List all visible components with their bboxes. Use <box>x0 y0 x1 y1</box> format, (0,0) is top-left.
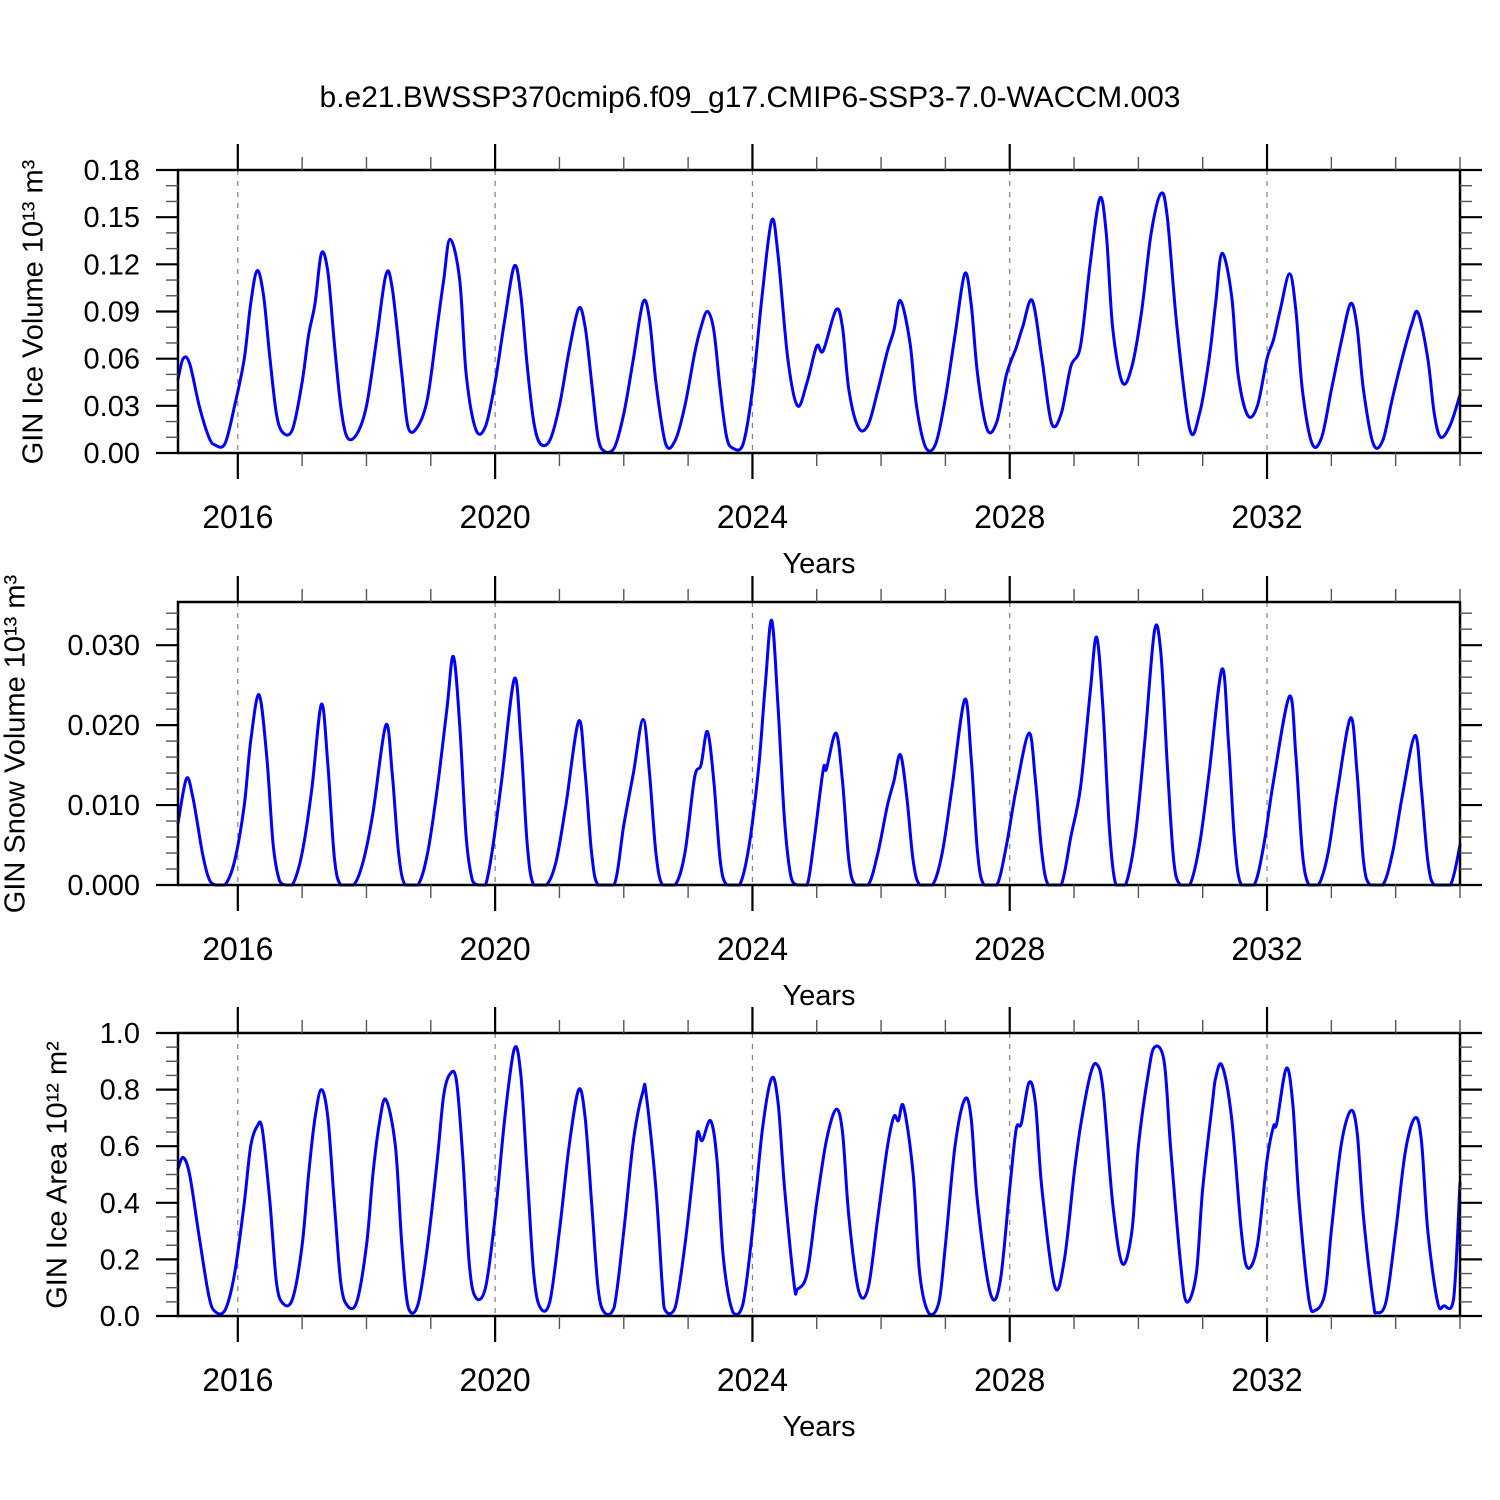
svg-text:0.2: 0.2 <box>100 1244 140 1276</box>
x-axis-label-panel3: Years <box>782 1411 856 1443</box>
svg-text:0.6: 0.6 <box>100 1131 140 1163</box>
svg-text:0.03: 0.03 <box>84 391 140 423</box>
svg-text:2028: 2028 <box>974 1362 1045 1398</box>
svg-text:2032: 2032 <box>1231 499 1302 535</box>
svg-text:0.06: 0.06 <box>84 344 140 376</box>
svg-text:2024: 2024 <box>717 1362 788 1398</box>
svg-text:2020: 2020 <box>460 1362 531 1398</box>
svg-text:0.18: 0.18 <box>84 155 140 187</box>
svg-text:2032: 2032 <box>1231 931 1302 967</box>
svg-text:0.000: 0.000 <box>67 870 140 902</box>
svg-text:0.15: 0.15 <box>84 202 140 234</box>
svg-text:0.00: 0.00 <box>84 438 140 470</box>
svg-text:0.030: 0.030 <box>67 630 140 662</box>
svg-text:2016: 2016 <box>202 499 273 535</box>
plot-title: b.e21.BWSSP370cmip6.f09_g17.CMIP6-SSP3-7… <box>319 81 1181 114</box>
svg-text:2016: 2016 <box>202 931 273 967</box>
svg-text:2032: 2032 <box>1231 1362 1302 1398</box>
svg-text:0.09: 0.09 <box>84 297 140 329</box>
svg-text:2016: 2016 <box>202 1362 273 1398</box>
svg-text:0.12: 0.12 <box>84 249 140 281</box>
svg-text:1.0: 1.0 <box>100 1018 140 1050</box>
svg-text:2028: 2028 <box>974 499 1045 535</box>
svg-text:0.010: 0.010 <box>67 790 140 822</box>
y-axis-label-ice-area: GIN Ice Area 10¹² m² <box>41 1041 74 1309</box>
svg-text:2024: 2024 <box>717 931 788 967</box>
svg-text:2020: 2020 <box>460 931 531 967</box>
svg-text:2028: 2028 <box>974 931 1045 967</box>
svg-text:2020: 2020 <box>460 499 531 535</box>
svg-text:0.8: 0.8 <box>100 1075 140 1107</box>
x-axis-label-panel2: Years <box>782 980 856 1012</box>
svg-text:0.020: 0.020 <box>67 710 140 742</box>
svg-text:0.0: 0.0 <box>100 1301 140 1333</box>
y-axis-label-snow-volume: GIN Snow Volume 10¹³ m³ <box>0 574 32 914</box>
x-axis-label-panel1: Years <box>782 548 856 580</box>
svg-text:0.4: 0.4 <box>100 1188 140 1220</box>
y-axis-label-ice-volume: GIN Ice Volume 10¹³ m³ <box>17 159 50 465</box>
svg-text:2024: 2024 <box>717 499 788 535</box>
